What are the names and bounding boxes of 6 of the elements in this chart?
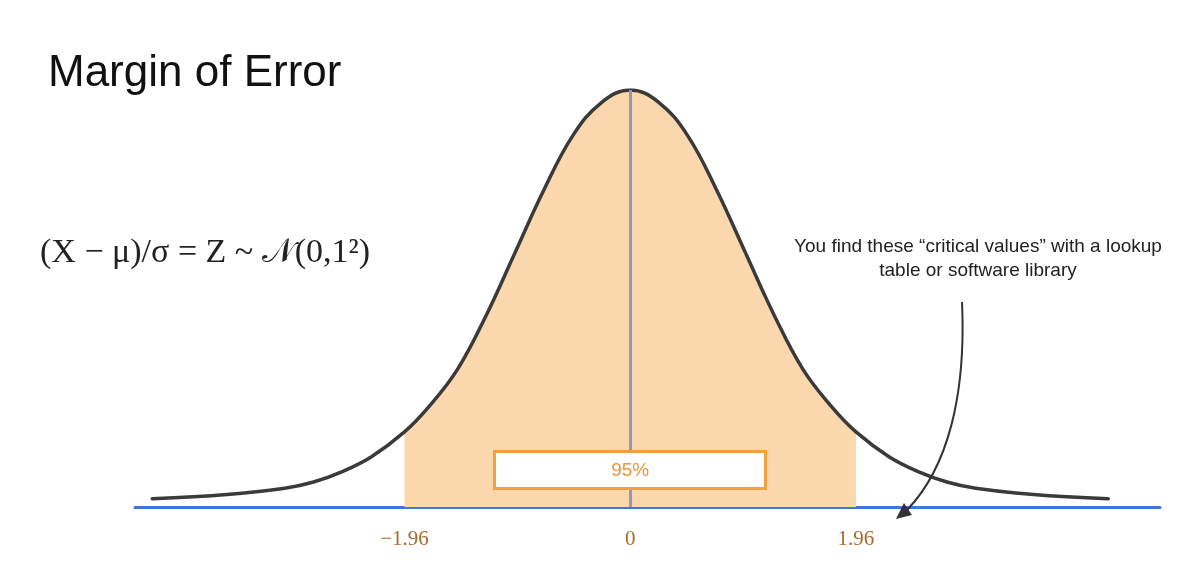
chart-title: Margin of Error	[48, 45, 342, 95]
x-tick-label: 0	[624, 525, 636, 550]
annotation: (X − μ)/σ = Z ~ 𝒩(0,1²)	[40, 232, 371, 271]
x-tick-label: −1.96	[380, 525, 429, 550]
annotation: You find these “critical values” with a lookup table or software library	[793, 234, 1163, 282]
x-tick-label: 1.96	[837, 525, 875, 550]
